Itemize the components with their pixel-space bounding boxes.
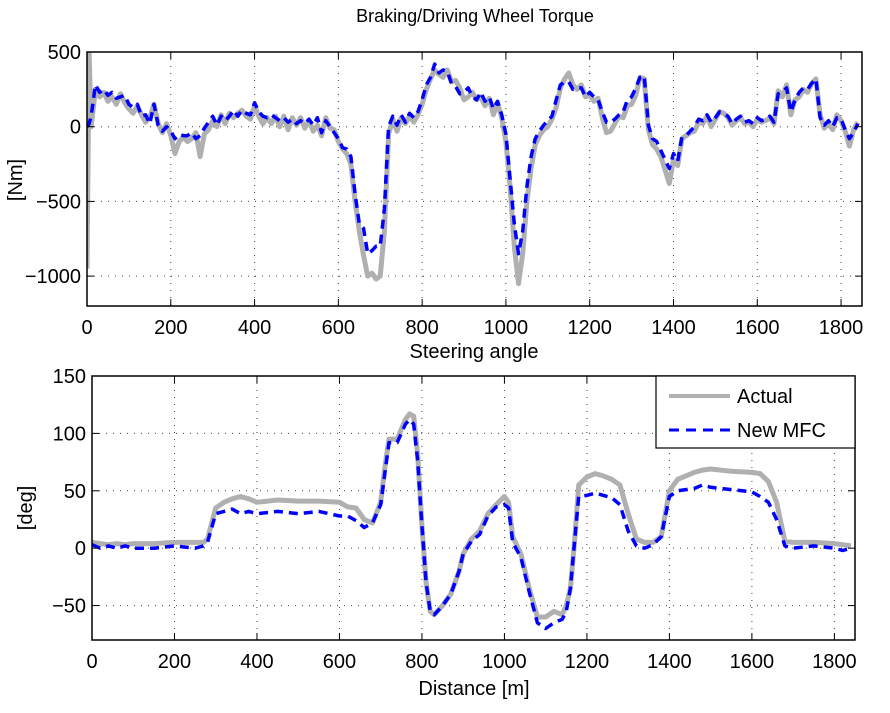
x-tick-label: 1000 <box>484 317 529 339</box>
data-series <box>92 411 852 631</box>
legend-box <box>655 375 856 449</box>
x-axis-label: Steering angle <box>410 341 539 363</box>
x-tick-label: 400 <box>240 651 273 673</box>
chart-title: Braking/Driving Wheel Torque <box>356 6 594 26</box>
legend-label-actual: Actual <box>737 386 793 408</box>
x-tick-label: 1600 <box>735 317 780 339</box>
legend-label-new-mfc: New MFC <box>737 420 826 442</box>
x-tick-label: 200 <box>158 651 191 673</box>
y-tick-label: −50 <box>52 596 86 618</box>
grid-lines <box>87 52 862 306</box>
x-tick-label: 1800 <box>812 651 857 673</box>
x-tick-label: 1800 <box>819 317 864 339</box>
y-axis-label: [Nm] <box>5 159 27 201</box>
x-tick-label: 1200 <box>565 651 610 673</box>
x-tick-label: 0 <box>86 651 97 673</box>
y-tick-label: 0 <box>75 538 86 560</box>
axes-frame <box>91 375 856 641</box>
x-tick-label: 800 <box>405 317 438 339</box>
series-new-mfc-line <box>87 62 860 256</box>
x-tick-label: 800 <box>405 651 438 673</box>
torque-chart: Braking/Driving Wheel Torque 0 200 400 600 8… <box>5 6 863 363</box>
y-tick-label: 150 <box>53 366 86 388</box>
y-tick-label: −500 <box>36 191 81 213</box>
y-tick-label: 100 <box>53 423 86 445</box>
y-tick-labels: −1000 −500 0 500 <box>25 42 81 288</box>
x-tick-label: 1600 <box>730 651 775 673</box>
x-tick-label: 1000 <box>482 651 527 673</box>
y-axis-label: [deg] <box>15 486 37 530</box>
series-actual-line <box>87 52 860 287</box>
legend: Actual New MFC <box>655 375 856 449</box>
y-tick-label: 50 <box>64 481 86 503</box>
series-new-mfc-line <box>92 417 852 631</box>
axes-frame <box>86 51 863 307</box>
x-tick-label: 600 <box>323 651 356 673</box>
data-series <box>87 52 860 287</box>
x-tick-labels: 0 200 400 600 800 1000 1200 1400 1600 1800 <box>81 317 863 339</box>
x-tick-label: 1400 <box>651 317 696 339</box>
x-tick-label: 1400 <box>647 651 692 673</box>
y-tick-label: −1000 <box>25 266 81 288</box>
x-axis-label: Distance [m] <box>418 678 529 700</box>
x-tick-label: 1200 <box>567 317 612 339</box>
steering-angle-chart: 0 200 400 600 800 1000 1200 1400 1600 1800 −50 0 50… <box>15 366 857 700</box>
tick-marks <box>86 51 862 306</box>
x-tick-label: 600 <box>322 317 355 339</box>
y-tick-label: 500 <box>48 42 81 64</box>
tick-marks <box>91 375 855 640</box>
x-tick-label: 400 <box>238 317 271 339</box>
x-tick-label: 200 <box>154 317 187 339</box>
y-tick-labels: −50 0 50 100 150 <box>52 366 86 618</box>
y-tick-label: 0 <box>70 117 81 139</box>
x-tick-labels: 0 200 400 600 800 1000 1200 1400 1600 1800 <box>86 651 856 673</box>
x-tick-label: 0 <box>81 317 92 339</box>
